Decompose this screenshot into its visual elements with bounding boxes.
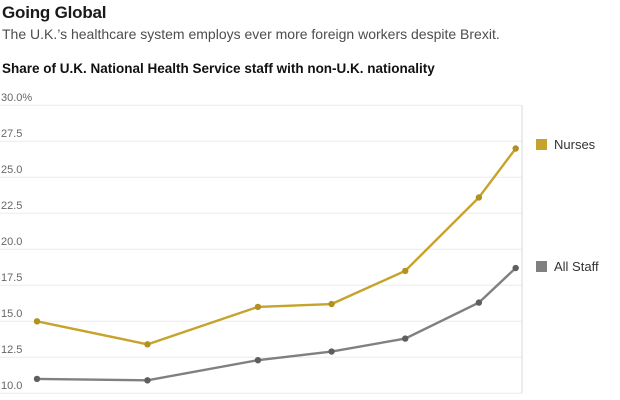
y-axis-tick-label: 30.0% <box>1 91 33 104</box>
y-axis-tick-label: 17.5 <box>1 271 23 284</box>
data-point-all-staff <box>512 264 519 272</box>
data-point-nurses <box>144 341 151 348</box>
data-point-nurses <box>254 303 262 311</box>
page-title: Going Global <box>2 3 107 22</box>
y-axis-tick-label: 12.5 <box>1 343 23 356</box>
legend-item-all-staff: All Staff <box>536 259 599 274</box>
y-axis-tick-label: 15.0 <box>1 307 23 320</box>
chart-subtitle: The U.K.’s healthcare system employs eve… <box>2 26 500 42</box>
legend-label-all-staff: All Staff <box>554 259 599 274</box>
legend-label-nurses: Nurses <box>554 137 596 152</box>
data-point-nurses <box>402 267 409 275</box>
data-point-nurses <box>328 300 335 308</box>
all-staff-swatch-icon <box>536 261 547 272</box>
chart-exhibit-label: Share of U.K. National Health Service st… <box>2 61 435 76</box>
y-axis-tick-label: 25.0 <box>1 163 23 176</box>
data-point-all-staff <box>475 299 483 306</box>
y-axis-tick-label: 27.5 <box>1 127 23 140</box>
y-axis-tick-label: 20.0 <box>1 235 23 248</box>
data-point-nurses <box>512 145 519 152</box>
y-axis-tick-label: 22.5 <box>1 199 23 212</box>
nurses-swatch-icon <box>536 139 547 150</box>
series-line-nurses <box>36 147 517 346</box>
data-point-all-staff <box>33 375 41 383</box>
data-point-nurses <box>475 194 483 201</box>
data-point-nurses <box>33 318 41 325</box>
data-point-all-staff <box>328 348 335 355</box>
y-axis-tick-label: 10.0 <box>1 379 23 392</box>
data-point-all-staff <box>254 356 262 364</box>
data-point-all-staff <box>144 377 151 384</box>
legend-item-nurses: Nurses <box>536 137 595 152</box>
data-point-all-staff <box>402 335 409 342</box>
